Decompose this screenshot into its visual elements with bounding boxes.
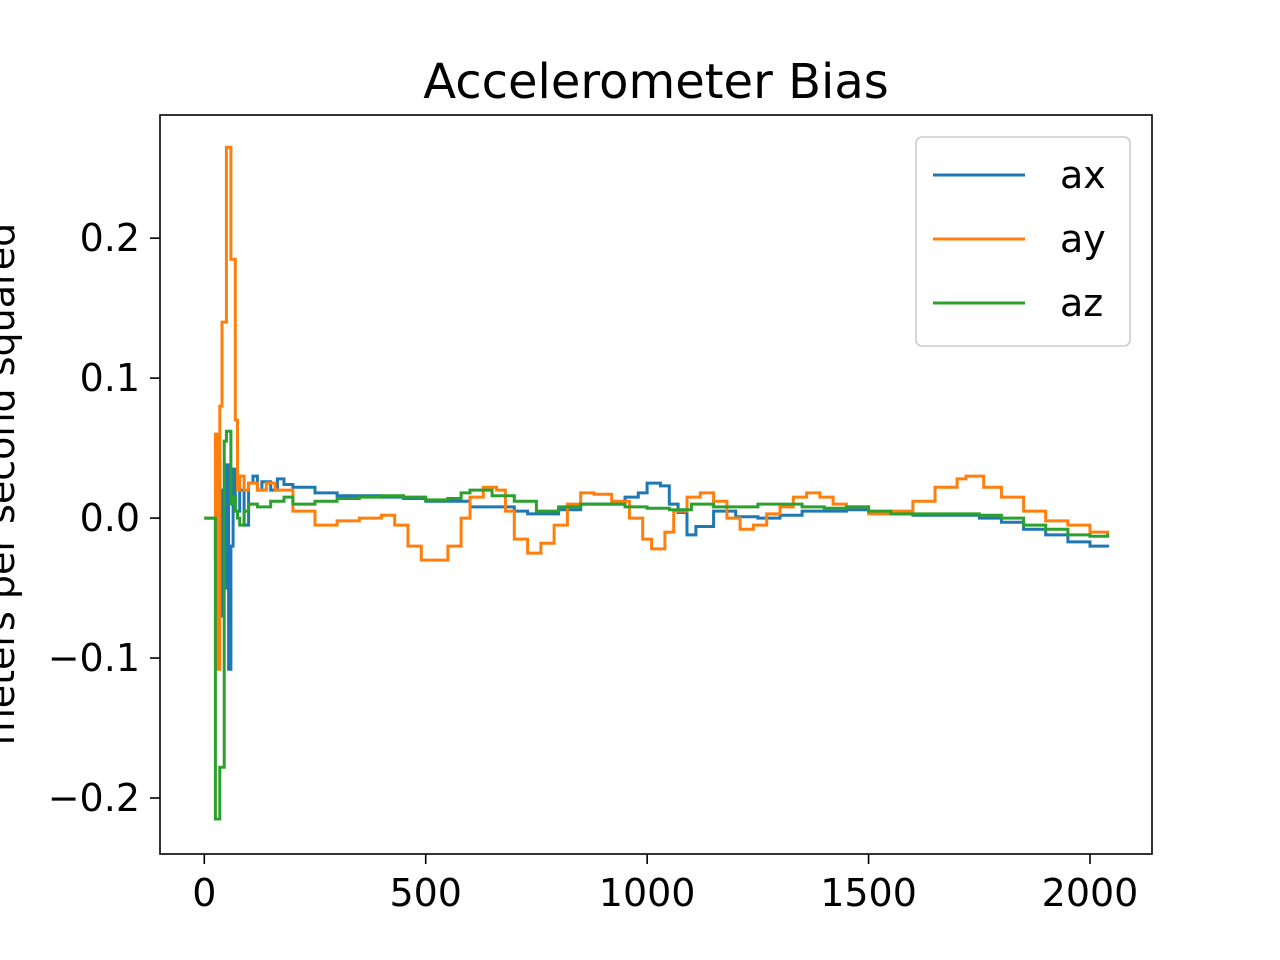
x-axis: 0 500 1000 1500 2000	[192, 854, 1138, 915]
x-tick-label: 2000	[1042, 871, 1139, 915]
legend-label-ax: ax	[1060, 153, 1106, 197]
legend-label-ay: ay	[1060, 217, 1106, 261]
y-axis-label: meters per second squared	[0, 223, 23, 746]
y-axis: −0.2 −0.1 0.0 0.1 0.2	[48, 216, 160, 820]
y-tick-label: 0.2	[80, 216, 140, 260]
legend-label-az: az	[1060, 281, 1103, 325]
plot-frame	[159, 114, 1153, 855]
chart-title: Accelerometer Bias	[423, 54, 889, 110]
x-tick-label: 500	[389, 871, 462, 915]
series-layer	[204, 145, 1110, 821]
x-tick-label: 1000	[599, 871, 696, 915]
y-tick-label: −0.2	[48, 776, 140, 820]
x-tick-label: 0	[192, 871, 216, 915]
x-tick-label: 1500	[820, 871, 917, 915]
legend-box	[915, 136, 1131, 347]
y-tick-label: 0.0	[80, 496, 140, 540]
y-tick-label: −0.1	[48, 636, 140, 680]
series-line-az	[204, 429, 1110, 821]
legend: ax ay az	[915, 136, 1131, 347]
series-line-ay	[204, 145, 1110, 671]
y-tick-label: 0.1	[80, 356, 140, 400]
